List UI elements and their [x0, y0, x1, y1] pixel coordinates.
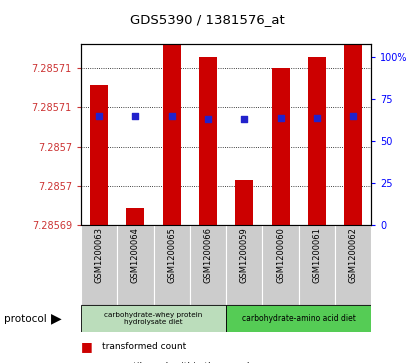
Point	[241, 116, 248, 122]
Text: ■: ■	[81, 360, 93, 363]
Bar	[308, 57, 326, 225]
Bar	[199, 57, 217, 225]
Text: carbohydrate-amino acid diet: carbohydrate-amino acid diet	[242, 314, 356, 323]
Bar	[90, 85, 108, 225]
Text: GSM1200066: GSM1200066	[203, 228, 212, 284]
Bar	[190, 225, 226, 305]
Bar	[235, 180, 254, 225]
Text: ■: ■	[81, 340, 93, 353]
Point	[132, 113, 139, 119]
Bar	[81, 225, 117, 305]
Text: carbohydrate-whey protein
hydrolysate diet: carbohydrate-whey protein hydrolysate di…	[105, 312, 203, 325]
Bar	[299, 225, 335, 305]
Text: GSM1200065: GSM1200065	[167, 228, 176, 284]
Bar	[154, 225, 190, 305]
Point	[205, 116, 211, 122]
Text: protocol: protocol	[4, 314, 47, 323]
Bar	[163, 1, 181, 225]
Text: GSM1200062: GSM1200062	[349, 228, 358, 284]
Text: GSM1200063: GSM1200063	[95, 228, 104, 284]
Bar	[226, 305, 371, 332]
Text: GSM1200064: GSM1200064	[131, 228, 140, 284]
Text: percentile rank within the sample: percentile rank within the sample	[102, 362, 255, 363]
Text: ▶: ▶	[51, 311, 61, 326]
Bar	[226, 225, 263, 305]
Bar	[263, 225, 299, 305]
Point	[96, 113, 103, 119]
Bar	[126, 208, 144, 225]
Bar	[81, 305, 226, 332]
Point	[277, 115, 284, 121]
Point	[350, 113, 356, 119]
Text: GSM1200061: GSM1200061	[312, 228, 322, 284]
Text: GSM1200059: GSM1200059	[240, 228, 249, 283]
Bar	[335, 225, 371, 305]
Text: transformed count: transformed count	[102, 342, 186, 351]
Text: GSM1200060: GSM1200060	[276, 228, 285, 284]
Bar	[271, 68, 290, 225]
Bar	[344, 0, 362, 225]
Point	[314, 115, 320, 121]
Point	[168, 113, 175, 119]
Text: GDS5390 / 1381576_at: GDS5390 / 1381576_at	[130, 13, 285, 26]
Bar	[117, 225, 154, 305]
